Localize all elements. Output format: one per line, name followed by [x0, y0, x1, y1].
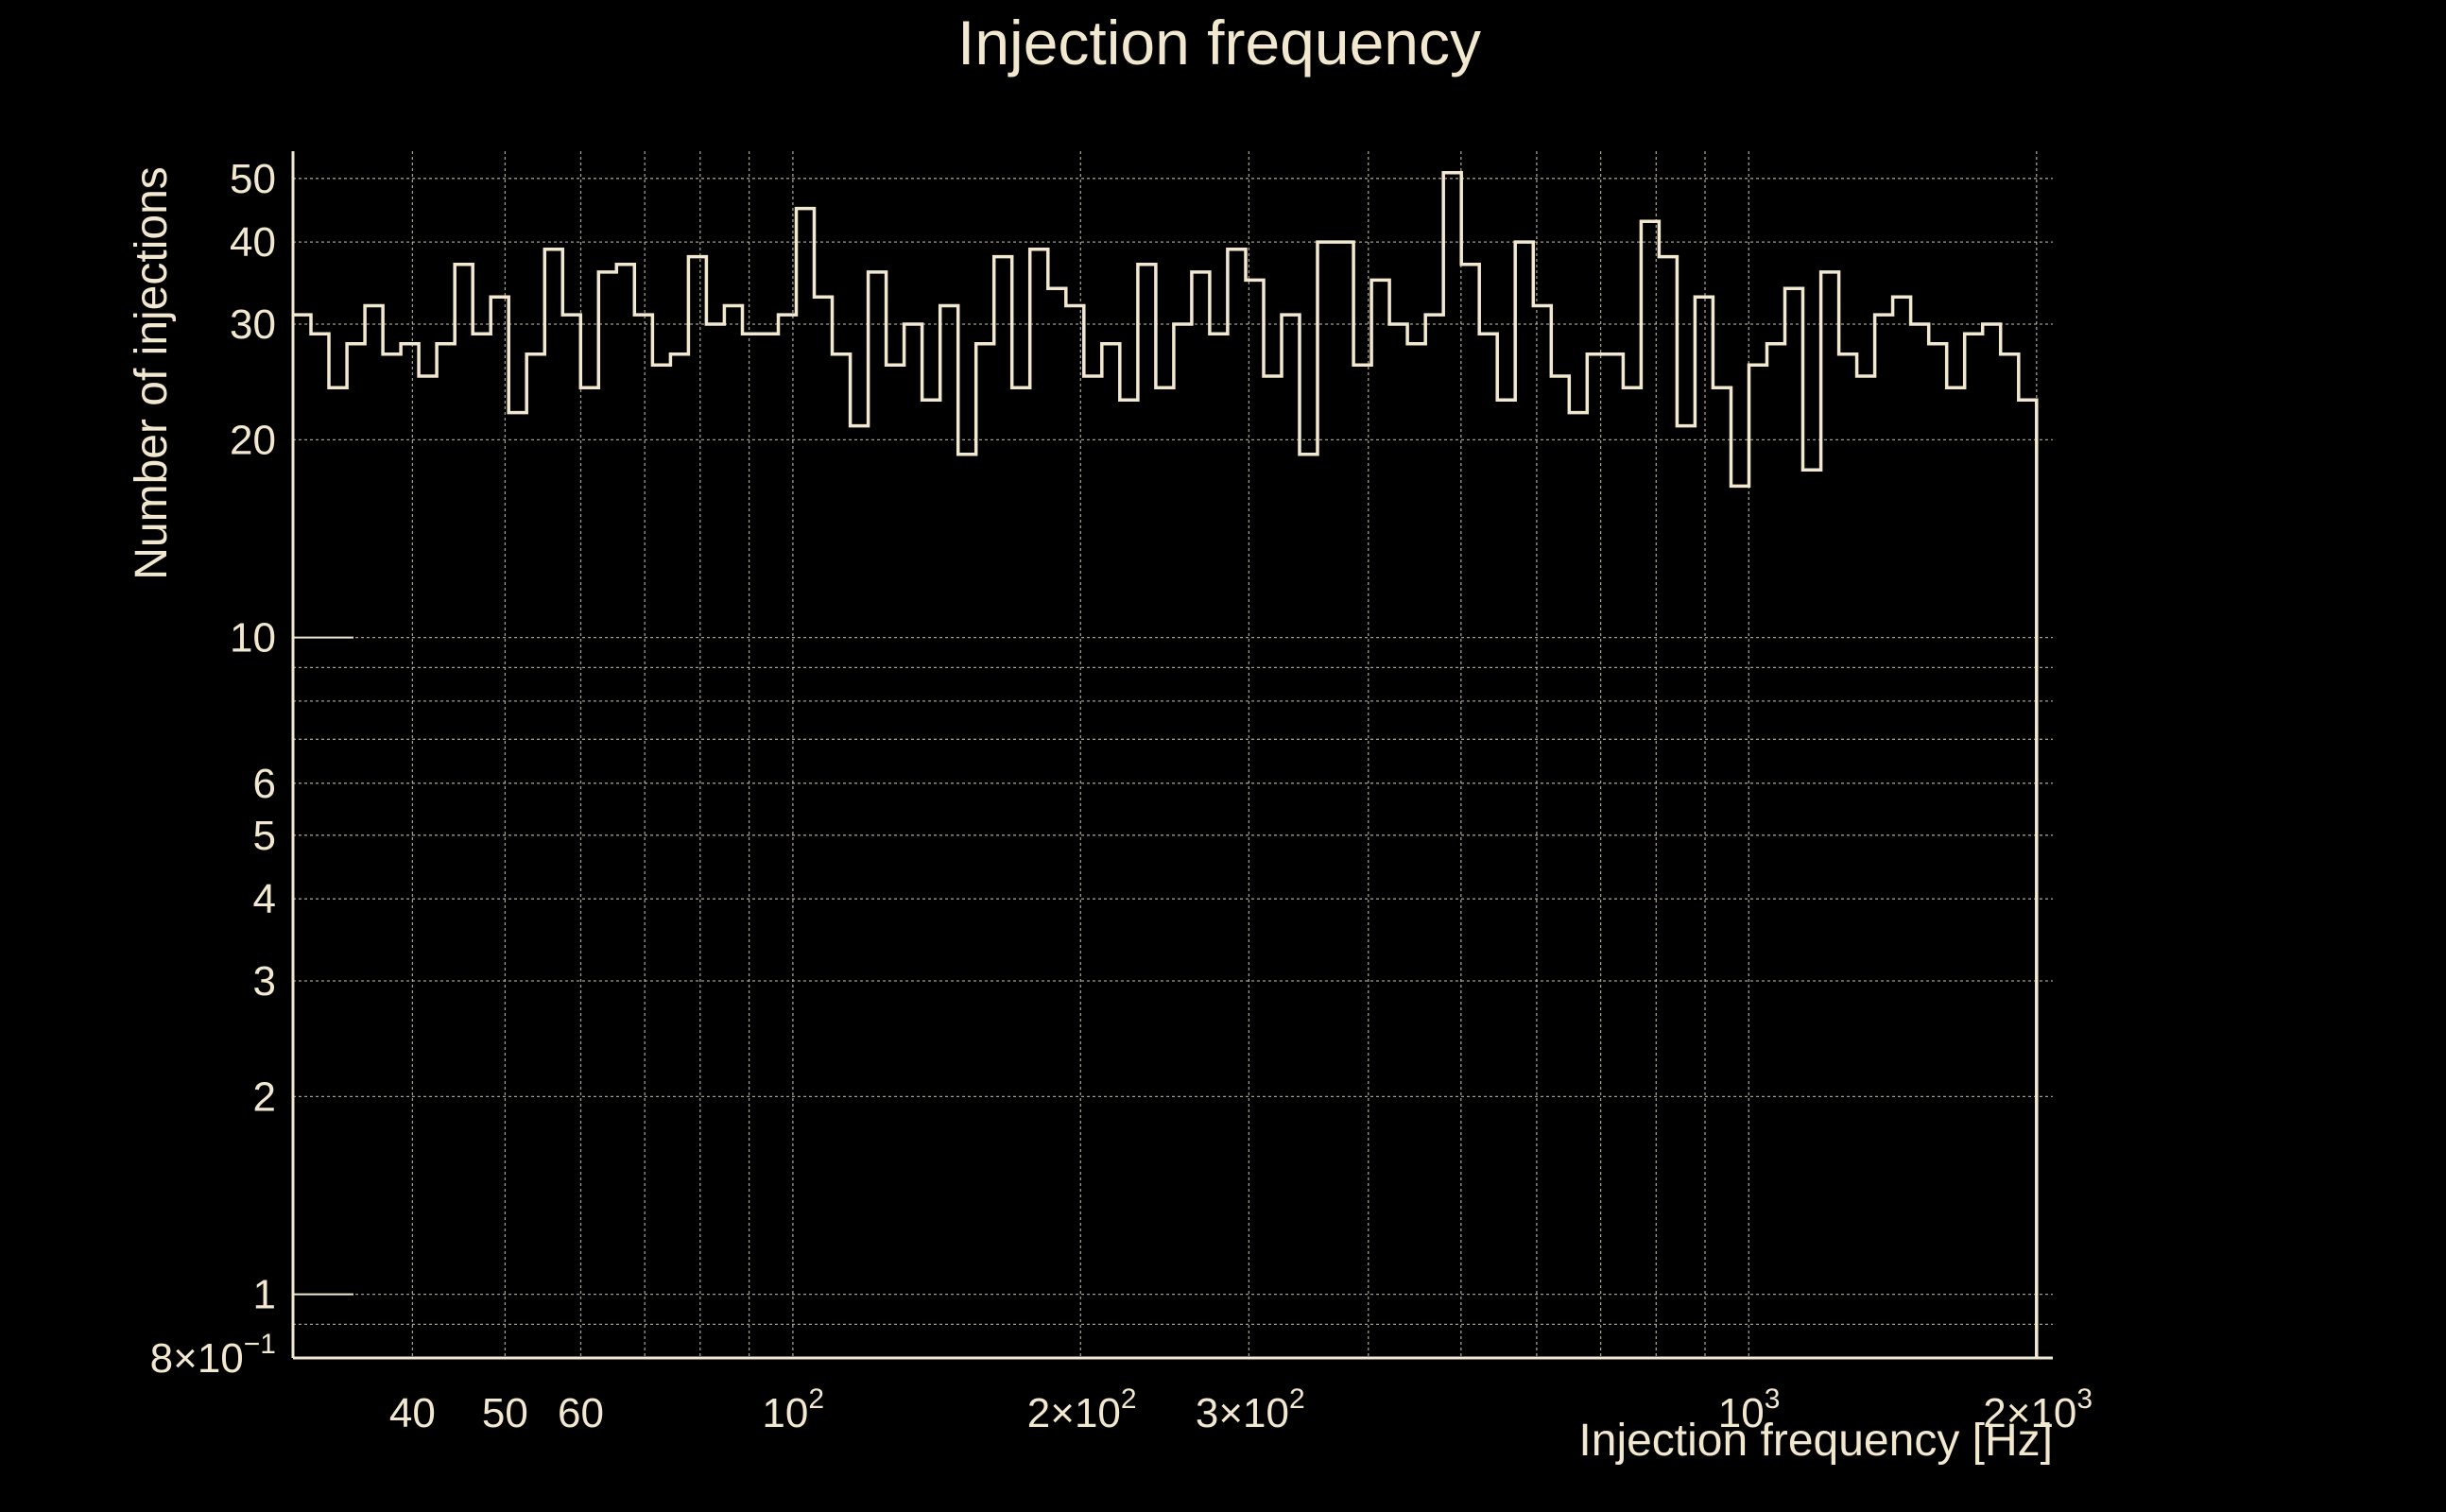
x-tick-label: 60 [558, 1390, 604, 1436]
y-tick-label: 10 [230, 615, 276, 662]
y-tick-label: 6 [253, 761, 276, 807]
chart-title: Injection frequency [957, 8, 1481, 77]
y-tick-label: 40 [230, 219, 276, 266]
y-tick-label: 8×10−1 [150, 1329, 276, 1382]
x-tick-label: 2×103 [1983, 1383, 2093, 1436]
y-tick-label: 3 [253, 958, 276, 1005]
grid-lines [293, 151, 2053, 1358]
y-axis-label: Number of injections [127, 166, 177, 580]
y-tick-label: 50 [230, 156, 276, 202]
y-tick-label: 5 [253, 813, 276, 859]
y-tick-label: 2 [253, 1074, 276, 1120]
x-tick-label: 2×102 [1027, 1383, 1137, 1436]
axes [291, 151, 2053, 1360]
x-tick-label: 40 [389, 1390, 436, 1436]
histogram-step-line [293, 171, 2039, 1358]
y-tick-label: 20 [230, 417, 276, 463]
y-tick-label: 1 [253, 1272, 276, 1318]
y-tick-label: 4 [253, 876, 276, 922]
x-tick-label: 50 [482, 1390, 528, 1436]
x-tick-label: 102 [762, 1383, 824, 1436]
x-tick-label: 3×102 [1196, 1383, 1305, 1436]
x-axis-label: Injection frequency [Hz] [1578, 1416, 2053, 1466]
y-tick-label: 30 [230, 301, 276, 348]
